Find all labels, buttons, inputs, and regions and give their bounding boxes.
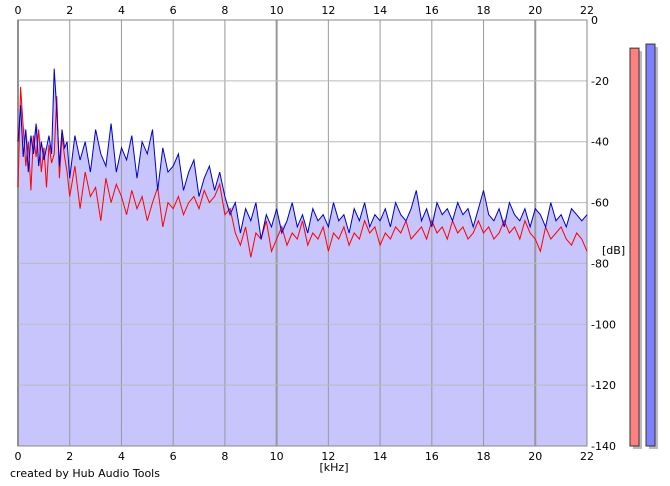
y-tick-label: -120 — [591, 379, 616, 392]
x-tick-label-bottom: 2 — [66, 450, 73, 463]
level-meters — [629, 43, 658, 450]
x-tick-label-bottom: 6 — [170, 450, 177, 463]
y-axis-label: [dB] — [602, 244, 625, 257]
x-axis-label: [kHz] — [320, 461, 349, 474]
x-tick-label-top: 8 — [221, 4, 228, 17]
level-meter-right — [645, 43, 656, 447]
x-ticks-bottom: 0 2 4 6 8 10 12 14 16 18 20 22 — [15, 450, 595, 463]
credit-text: created by Hub Audio Tools — [10, 467, 160, 480]
x-tick-label-bottom: 16 — [425, 450, 439, 463]
y-tick-label: -140 — [591, 440, 616, 453]
x-tick-label-bottom: 22 — [580, 450, 594, 463]
y-ticks: 0 -20 -40 -60 -80 -100 -120 -140 — [591, 14, 616, 453]
x-tick-label-bottom: 10 — [270, 450, 284, 463]
series-line-blue — [17, 68, 588, 240]
x-tick-label-bottom: 14 — [373, 450, 387, 463]
x-tick-label-bottom: 8 — [221, 450, 228, 463]
x-tick-label-top: 12 — [321, 4, 335, 17]
x-tick-label-bottom: 4 — [118, 450, 125, 463]
x-tick-label-bottom: 0 — [15, 450, 22, 463]
x-tick-label-top: 2 — [66, 4, 73, 17]
x-tick-label-top: 16 — [425, 4, 439, 17]
x-tick-label-top: 6 — [170, 4, 177, 17]
y-tick-label: -40 — [591, 136, 609, 149]
x-tick-label-top: 0 — [15, 4, 22, 17]
x-tick-label-bottom: 12 — [321, 450, 335, 463]
series-line-red — [17, 86, 588, 258]
y-tick-label: -80 — [591, 257, 609, 270]
x-tick-label-bottom: 18 — [477, 450, 491, 463]
series-layer — [17, 68, 588, 258]
y-tick-label: 0 — [591, 14, 598, 27]
spectrum-fill-layer — [18, 68, 587, 446]
y-tick-label: -100 — [591, 318, 616, 331]
x-tick-label-top: 22 — [580, 4, 594, 17]
plot-border — [17, 19, 588, 447]
y-tick-label: -60 — [591, 197, 609, 210]
x-tick-label-top: 18 — [477, 4, 491, 17]
spectrum-fill — [18, 68, 587, 446]
x-tick-label-top: 10 — [270, 4, 284, 17]
x-tick-label-top: 14 — [373, 4, 387, 17]
x-tick-label-bottom: 20 — [528, 450, 542, 463]
x-tick-label-top: 20 — [528, 4, 542, 17]
y-tick-label: -20 — [591, 75, 609, 88]
x-tick-label-top: 4 — [118, 4, 125, 17]
x-ticks-top: 0 2 4 6 8 10 12 14 16 18 20 22 — [15, 4, 595, 17]
level-meter-left — [629, 47, 640, 447]
